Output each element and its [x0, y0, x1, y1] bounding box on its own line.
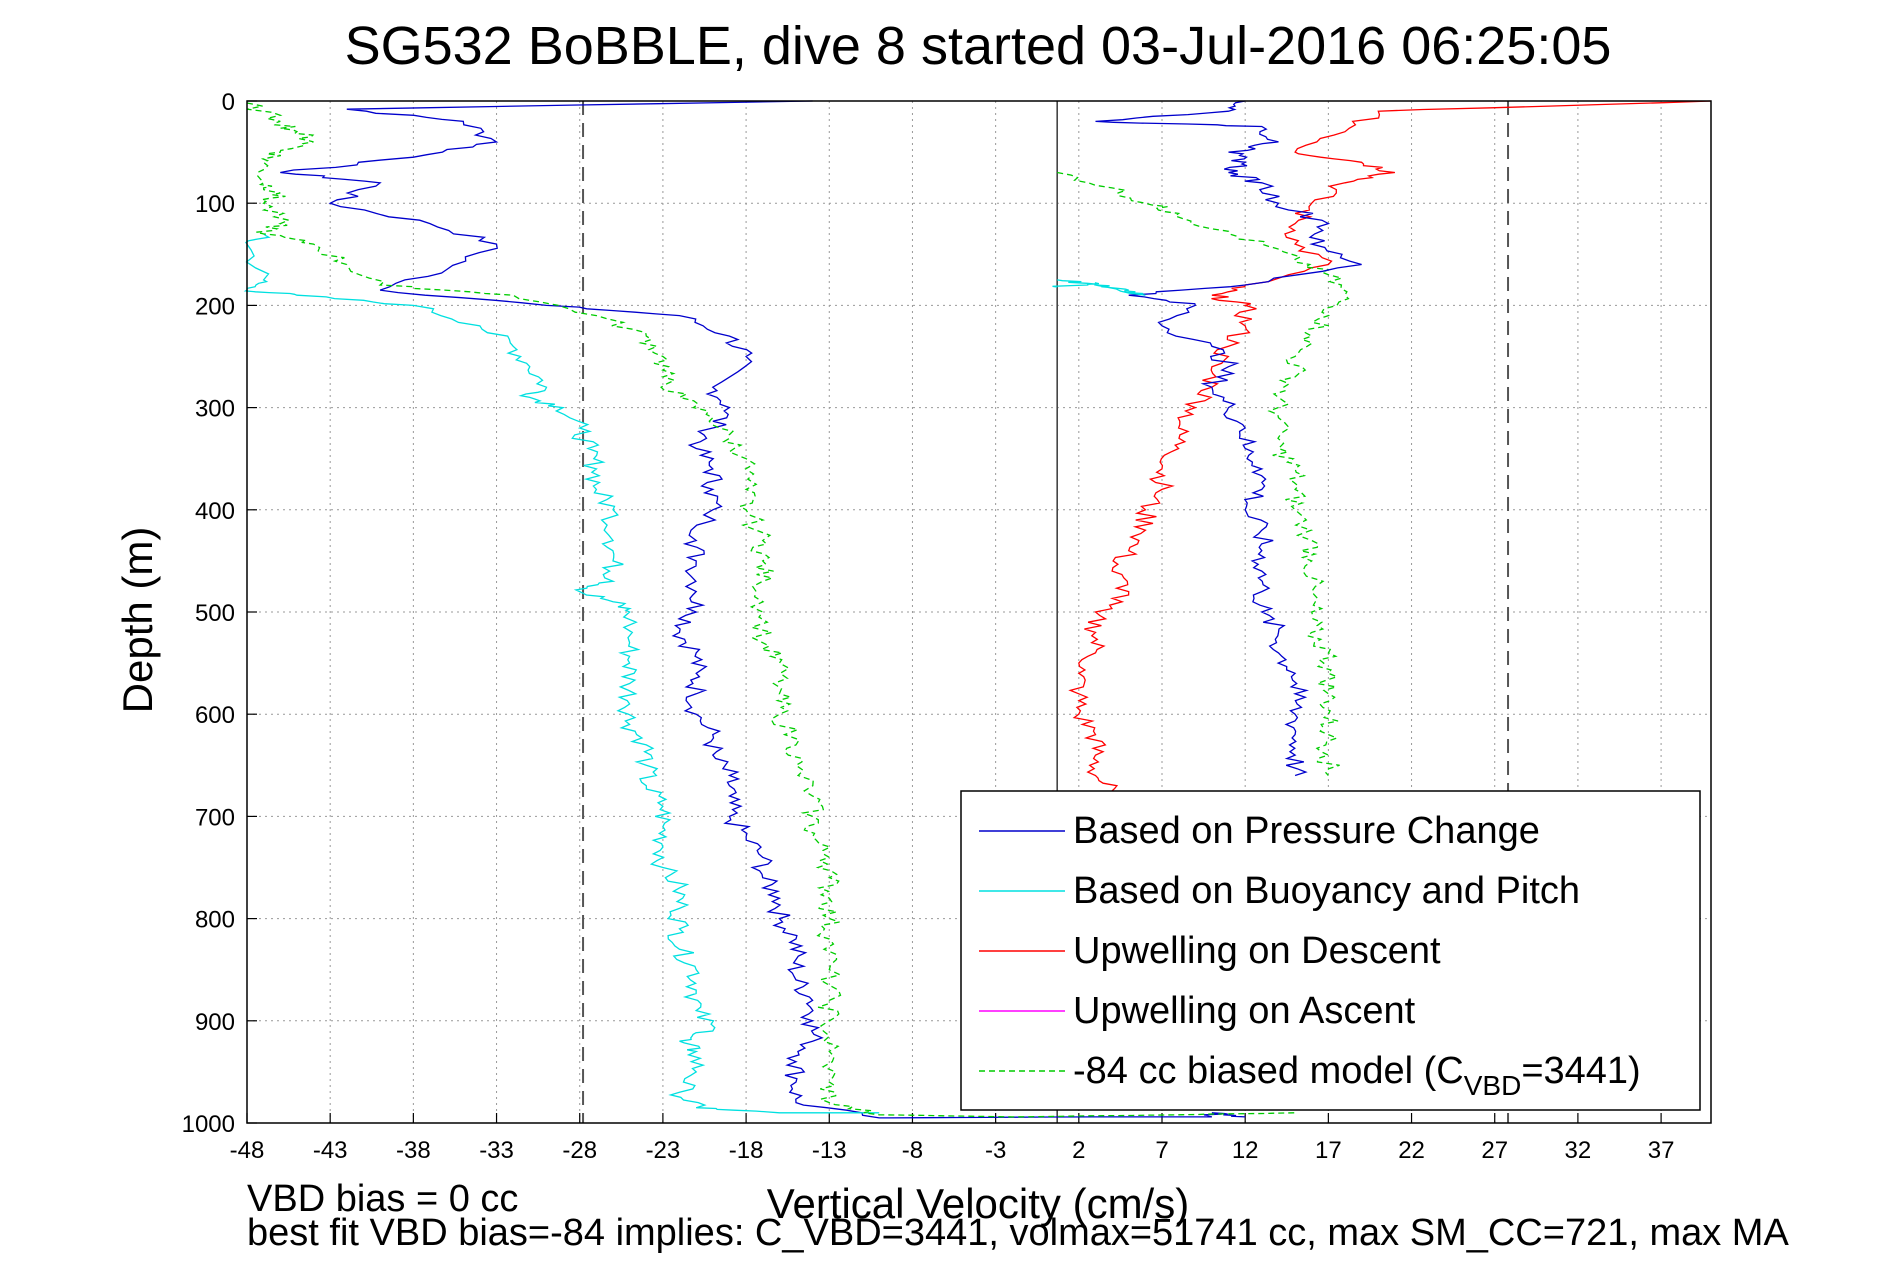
x-tick-label: -3 [985, 1137, 1006, 1164]
y-tick-label: 1000 [182, 1111, 235, 1138]
x-tick-label: 32 [1565, 1137, 1592, 1164]
series-line [246, 102, 1296, 1118]
y-tick-label: 400 [195, 498, 235, 525]
y-tick-labels: 0 100 200 300 400 500 600 700 800 900 1000 [182, 89, 235, 1138]
x-tick-label: -43 [313, 1137, 348, 1164]
y-tick-label: 900 [195, 1009, 235, 1036]
x-tick-labels: -48 -43 -38 -33 -28 -23 -18 -13 -8 -3 2 7 12 17 22 27 32… [230, 1137, 1675, 1164]
series-line [1057, 171, 1350, 776]
legend-entry: -84 cc biased model (CVBD=3441) [1073, 1050, 1641, 1101]
vbd-bias-note: VBD bias = 0 cc [247, 1178, 519, 1220]
legend-entry: Upwelling on Descent [1073, 930, 1441, 972]
x-tick-label: 27 [1481, 1137, 1508, 1164]
series-line [1095, 100, 1362, 777]
x-tick-label: 2 [1072, 1137, 1085, 1164]
chart-title: SG532 BoBBLE, dive 8 started 03-Jul-2016… [345, 16, 1612, 76]
x-tick-label: 22 [1398, 1137, 1425, 1164]
x-tick-label: 12 [1232, 1137, 1259, 1164]
plot-frame [246, 100, 1712, 1124]
x-tick-label: -23 [646, 1137, 681, 1164]
x-tick-label: 17 [1315, 1137, 1342, 1164]
x-tick-label: 7 [1155, 1137, 1168, 1164]
x-tick-label: -48 [230, 1137, 265, 1164]
y-tick-label: 300 [195, 396, 235, 423]
legend-entry: Based on Pressure Change [1073, 810, 1540, 852]
legend-entry: Upwelling on Ascent [1073, 990, 1416, 1032]
y-tick-label: 800 [195, 907, 235, 934]
best-fit-note: best fit VBD bias=-84 implies: C_VBD=344… [247, 1212, 1789, 1254]
x-tick-label: -33 [479, 1137, 514, 1164]
y-tick-label: 0 [222, 89, 235, 116]
series-line [243, 233, 880, 1114]
series-lines [243, 100, 1712, 1119]
y-tick-label: 500 [195, 600, 235, 627]
legend-box [960, 790, 1701, 1111]
y-tick-label: 100 [195, 191, 235, 218]
x-tick-label: -28 [562, 1137, 597, 1164]
series-line [1068, 100, 1712, 792]
y-tick-label: 200 [195, 293, 235, 320]
y-axis-label: Depth (m) [114, 527, 161, 714]
x-tick-label: -13 [812, 1137, 847, 1164]
x-tick-label: 37 [1648, 1137, 1675, 1164]
x-tick-label: -38 [396, 1137, 431, 1164]
y-tick-label: 700 [195, 804, 235, 831]
legend-entry: Based on Buoyancy and Pitch [1073, 870, 1580, 912]
series-line [1052, 279, 1146, 296]
x-axis-label: Vertical Velocity (cm/s) [767, 1180, 1189, 1227]
series-line [280, 100, 1246, 1119]
x-tick-label: -18 [729, 1137, 764, 1164]
y-tick-label: 600 [195, 702, 235, 729]
legend: Based on Pressure Change Based on Buoyanc… [960, 790, 1701, 1111]
x-tick-label: -8 [902, 1137, 923, 1164]
